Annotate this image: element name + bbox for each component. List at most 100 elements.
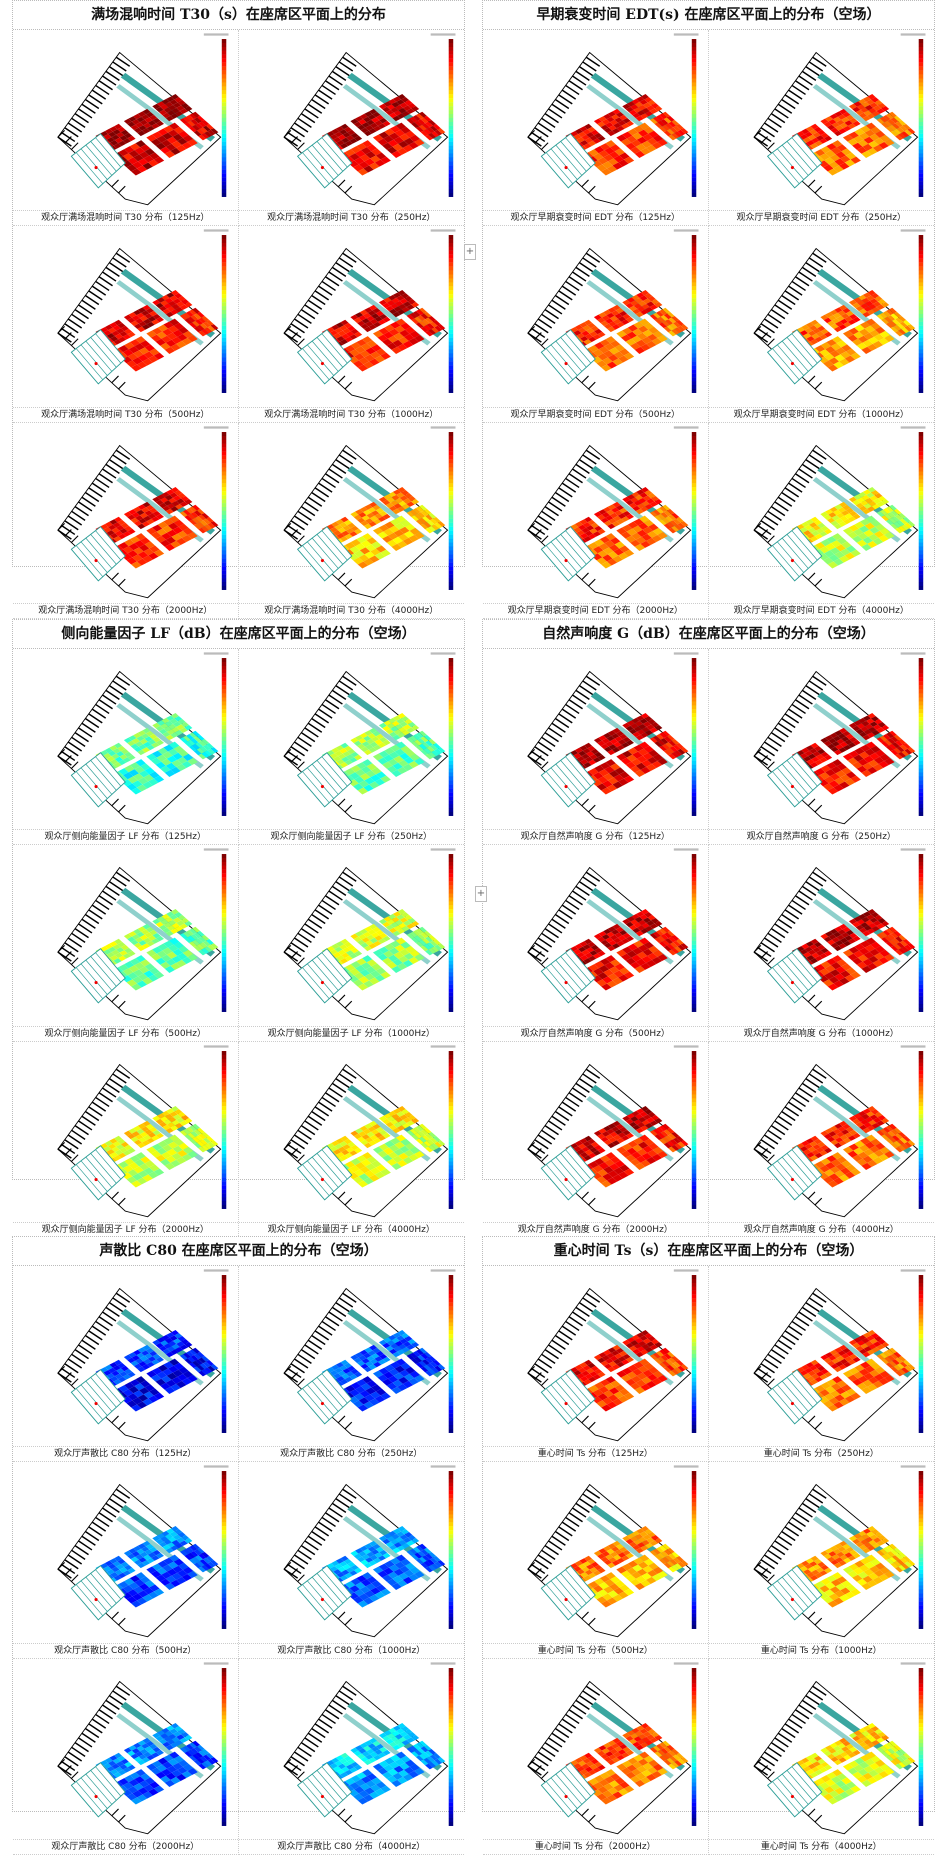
- colorbar-label: [900, 426, 925, 428]
- source-marker: [320, 362, 323, 365]
- colorbar-segment: [448, 1165, 453, 1169]
- colorbar-segment: [448, 523, 453, 527]
- seating-heatmap: [13, 423, 238, 603]
- colorbar-segment: [918, 306, 923, 310]
- colorbar-segment: [448, 709, 453, 713]
- colorbar-segment: [222, 953, 226, 957]
- colorbar-segment: [692, 193, 696, 197]
- colorbar-segment: [918, 243, 923, 247]
- panel-1-right: 自然声响度 G（dB）在座席区平面上的分布（空场）观众厅自然声响度 G 分布（1…: [482, 619, 935, 1180]
- colorbar-segment: [222, 153, 226, 157]
- colorbar-segment: [222, 1098, 226, 1102]
- colorbar-segment: [448, 578, 453, 582]
- seating-heatmap: [709, 30, 935, 210]
- colorbar-segment: [448, 882, 453, 886]
- seating-heatmap: [483, 30, 708, 210]
- colorbar-segment: [222, 86, 226, 90]
- colorbar-segment: [222, 251, 226, 255]
- colorbar-segment: [692, 370, 696, 374]
- colorbar-segment: [222, 342, 226, 346]
- colorbar-segment: [222, 1094, 226, 1098]
- colorbar-segment: [448, 358, 453, 362]
- colorbar-segment: [692, 326, 696, 330]
- colorbar-segment: [918, 381, 923, 385]
- colorbar-segment: [222, 165, 226, 169]
- colorbar-segment: [692, 385, 696, 389]
- chart-cell: 观众厅早期衰变时间 EDT 分布（125Hz）: [483, 30, 709, 226]
- source-marker: [320, 1178, 323, 1181]
- colorbar-segment: [692, 440, 696, 444]
- colorbar-segment: [692, 55, 696, 59]
- colorbar-segment: [692, 662, 696, 666]
- colorbar-segment: [448, 1201, 453, 1205]
- seating-heatmap: [239, 30, 465, 210]
- colorbar-segment: [692, 161, 696, 165]
- colorbar-segment: [692, 330, 696, 334]
- colorbar-segment: [448, 812, 453, 816]
- colorbar-segment: [448, 725, 453, 729]
- colorbar-segment: [222, 346, 226, 350]
- colorbar-segment: [692, 177, 696, 181]
- colorbar-segment: [918, 291, 923, 295]
- colorbar-segment: [222, 937, 226, 941]
- colorbar-segment: [222, 570, 226, 574]
- colorbar-segment: [222, 503, 226, 507]
- colorbar-segment: [692, 772, 696, 776]
- colorbar-segment: [448, 670, 453, 674]
- colorbar-segment: [448, 467, 453, 471]
- colorbar-segment: [222, 914, 226, 918]
- colorbar-segment: [222, 467, 226, 471]
- colorbar-segment: [692, 471, 696, 475]
- colorbar-segment: [448, 338, 453, 342]
- colorbar-segment: [918, 43, 923, 47]
- colorbar-segment: [692, 796, 696, 800]
- colorbar-segment: [448, 765, 453, 769]
- colorbar-segment: [222, 753, 226, 757]
- seating-heatmap: [239, 845, 465, 1025]
- colorbar-segment: [222, 67, 226, 71]
- colorbar-segment: [448, 436, 453, 440]
- colorbar-segment: [222, 102, 226, 106]
- colorbar-segment: [692, 243, 696, 247]
- colorbar-segment: [448, 1153, 453, 1157]
- colorbar-segment: [448, 658, 453, 662]
- colorbar-segment: [448, 1094, 453, 1098]
- colorbar-segment: [918, 94, 923, 98]
- colorbar-segment: [448, 546, 453, 550]
- colorbar-segment: [918, 507, 923, 511]
- colorbar-segment: [448, 1169, 453, 1173]
- colorbar-segment: [692, 448, 696, 452]
- colorbar-segment: [918, 157, 923, 161]
- colorbar-segment: [448, 1059, 453, 1063]
- colorbar-segment: [692, 757, 696, 761]
- colorbar-segment: [222, 263, 226, 267]
- colorbar-segment: [692, 354, 696, 358]
- colorbar-segment: [448, 98, 453, 102]
- colorbar-segment: [222, 1059, 226, 1063]
- colorbar-segment: [222, 499, 226, 503]
- colorbar-segment: [222, 326, 226, 330]
- colorbar-segment: [918, 366, 923, 370]
- colorbar-segment: [918, 713, 923, 717]
- colorbar-segment: [692, 146, 696, 150]
- colorbar-segment: [448, 937, 453, 941]
- colorbar-segment: [692, 566, 696, 570]
- chart-cell: 观众厅早期衰变时间 EDT 分布（2000Hz）: [483, 423, 709, 619]
- colorbar-segment: [692, 271, 696, 275]
- colorbar-segment: [222, 295, 226, 299]
- colorbar-segment: [918, 374, 923, 378]
- colorbar-segment: [692, 299, 696, 303]
- colorbar-segment: [692, 713, 696, 717]
- colorbar-segment: [222, 812, 226, 816]
- colorbar-segment: [222, 737, 226, 741]
- colorbar-segment: [692, 886, 696, 890]
- colorbar-segment: [918, 792, 923, 796]
- colorbar-segment: [448, 78, 453, 82]
- colorbar-segment: [918, 448, 923, 452]
- colorbar-segment: [222, 63, 226, 67]
- colorbar-segment: [918, 741, 923, 745]
- colorbar-segment: [222, 1078, 226, 1082]
- colorbar-segment: [918, 765, 923, 769]
- colorbar-segment: [692, 126, 696, 130]
- colorbar-segment: [448, 784, 453, 788]
